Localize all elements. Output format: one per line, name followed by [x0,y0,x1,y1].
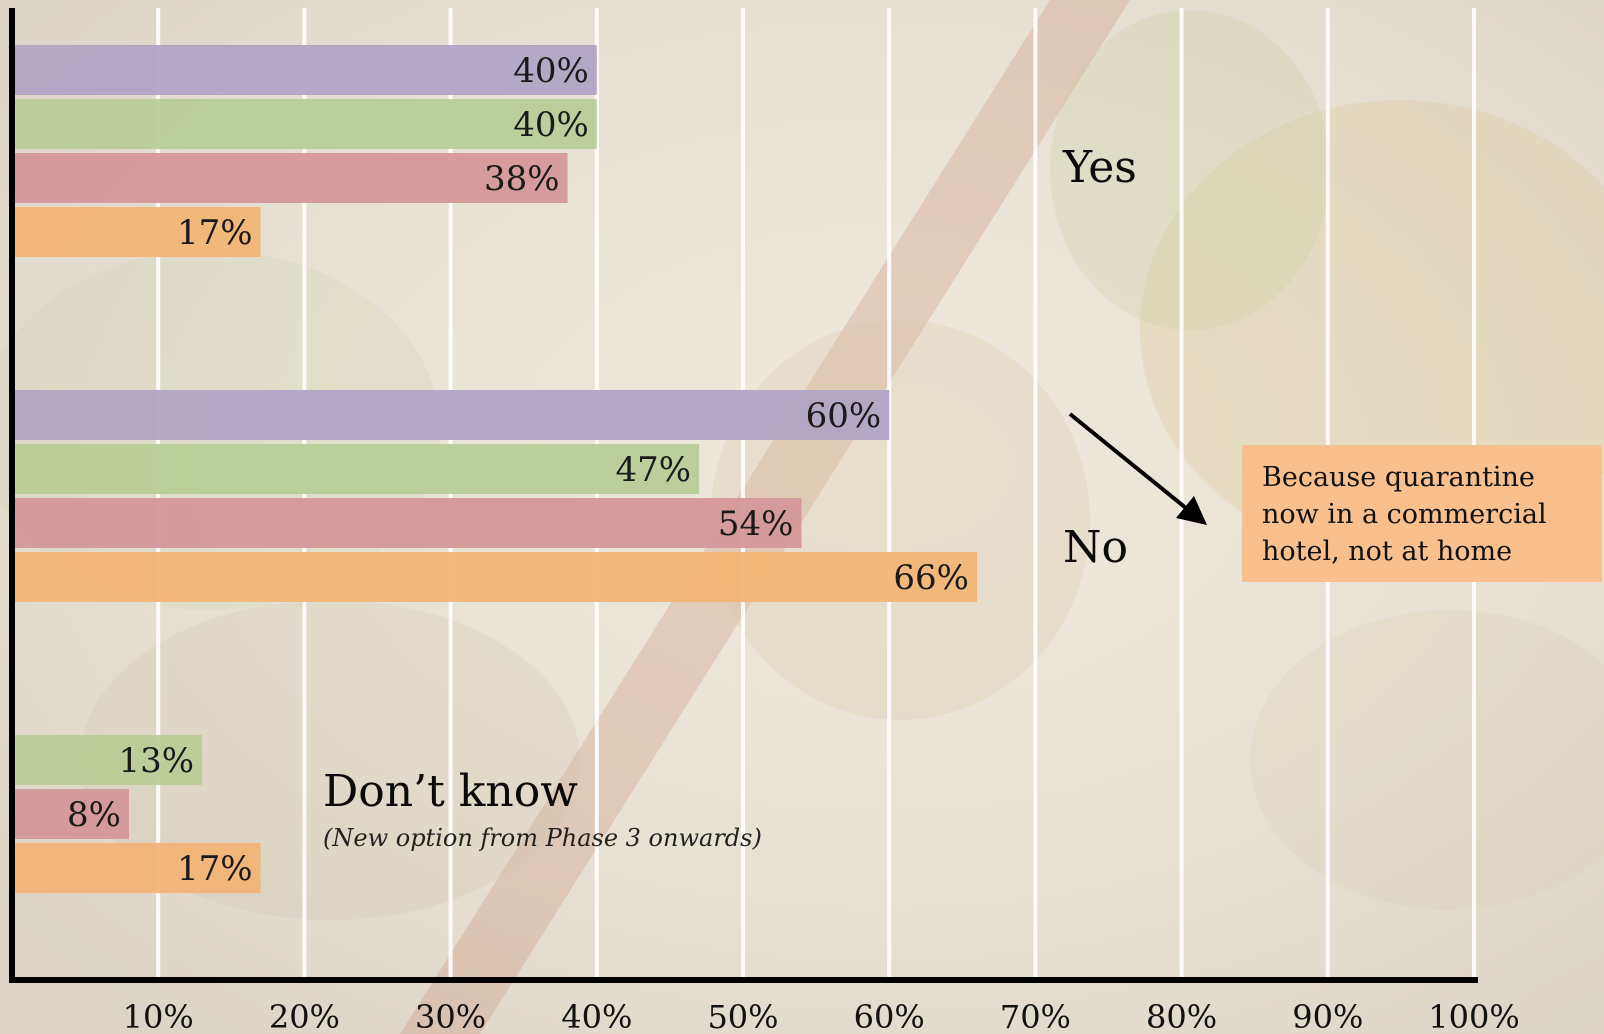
x-tick-label: 10% [123,998,194,1034]
x-tick-label: 60% [854,998,925,1034]
bar-value-label: 47% [616,450,692,490]
bar [12,153,568,203]
axes [9,8,1478,983]
bar-value-label: 66% [893,558,969,598]
group-labels: Yes No Don’t know (New option from Phase 3 … [323,142,1137,852]
bar-value-label: 60% [806,396,882,436]
group-note: (New option from Phase 3 onwards) [323,824,762,852]
bar-value-label: 17% [177,213,253,253]
bar-value-label: 8% [67,795,121,835]
arrow [1068,412,1207,525]
bar [12,390,890,440]
bar [12,843,261,893]
bar [12,789,129,839]
bar [12,45,597,95]
bar-value-label: 40% [513,105,589,145]
x-tick-labels: 10% 20% 30% 40% 50% 60% 70% 80% 90% 100% [123,998,1520,1034]
x-tick-label: 100% [1428,998,1519,1034]
bar-value-label: 13% [118,741,194,781]
group-label: Don’t know [323,766,578,817]
x-tick-label: 50% [707,998,778,1034]
x-tick-label: 90% [1292,998,1363,1034]
bar-value-label: 38% [484,159,560,199]
x-tick-label: 20% [269,998,340,1034]
group-label: No [1063,522,1128,573]
bar-group: 40% 40% 38% 17% [12,45,597,257]
group-label: Yes [1062,142,1137,193]
x-tick-label: 40% [561,998,632,1034]
x-tick-label: 30% [415,998,486,1034]
bar [12,735,203,785]
arrow-line [1068,412,1199,519]
x-tick-label: 80% [1146,998,1217,1034]
callout-box: Because quarantine now in a commercial h… [1242,445,1602,582]
callout-text: Because quarantine now in a commercial h… [1262,462,1547,567]
bar [12,498,802,548]
bar-value-label: 17% [177,849,253,889]
bar-group: 13% 8% 17% [12,735,261,893]
x-tick-label: 70% [1000,998,1071,1034]
bar [12,207,261,257]
arrowhead [1176,496,1207,525]
bar-value-label: 54% [718,504,794,544]
bar-value-label: 40% [513,51,589,91]
bar [12,552,977,602]
bar [12,99,597,149]
bar-group: 60% 47% 54% 66% [12,390,977,602]
bars-layer: 40% 40% 38% 17% 60% 47% 54% 66% 13% 8% 17% [12,45,977,893]
bar [12,444,700,494]
